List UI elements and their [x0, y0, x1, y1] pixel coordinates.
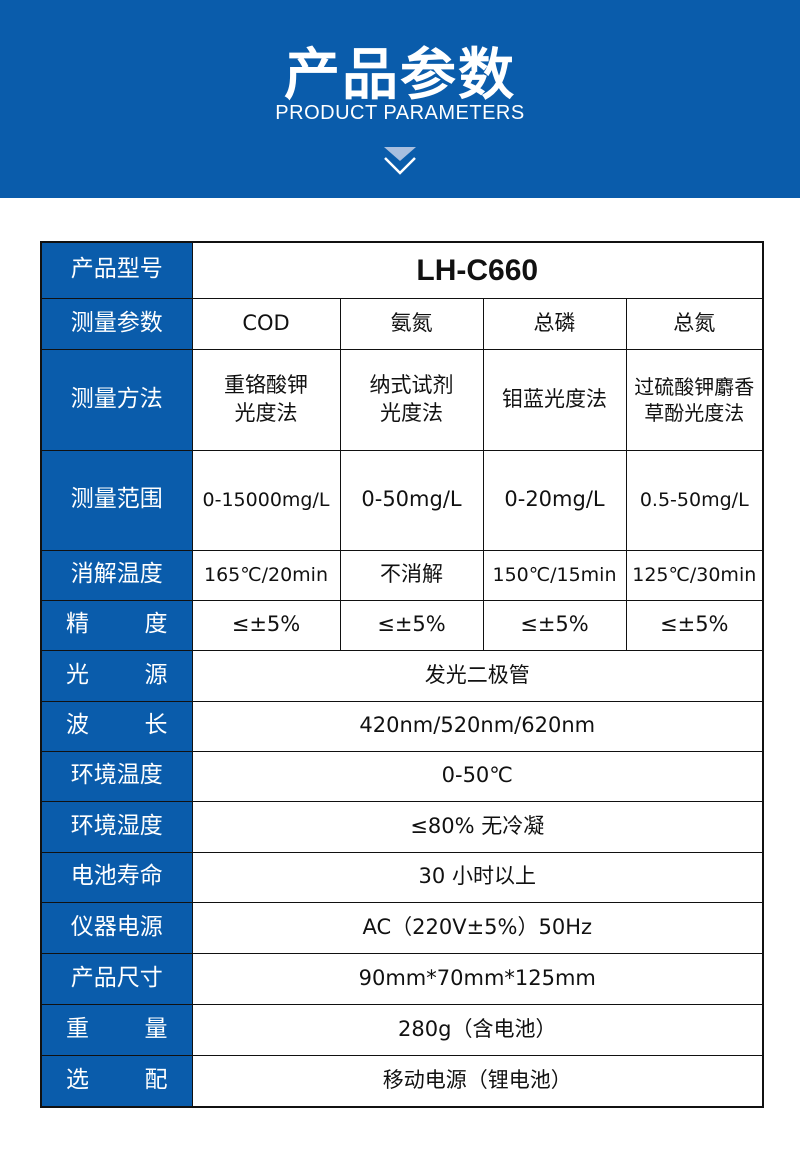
cell: 30 小时以上	[191, 851, 764, 903]
cell: ≤±5%	[625, 599, 764, 651]
row-label: 光源	[40, 649, 193, 702]
row-label: 测量方法	[40, 348, 193, 451]
page-title: 产品参数	[284, 43, 516, 108]
cell: 280g（含电池）	[191, 1003, 764, 1056]
row-label: 环境湿度	[40, 800, 193, 853]
cell: 移动电源（锂电池）	[191, 1054, 764, 1108]
row-light: 光源 发光二极管	[40, 649, 764, 702]
row-option: 选配 移动电源（锂电池）	[40, 1054, 764, 1108]
cell: 165℃/20min	[191, 549, 341, 601]
row-env-temp: 环境温度 0-50℃	[40, 750, 764, 802]
cell: 0-50mg/L	[339, 449, 484, 551]
row-digestion: 消解温度 165℃/20min 不消解 150℃/15min 125℃/30mi…	[40, 549, 764, 601]
row-label: 电池寿命	[40, 851, 193, 903]
row-label: 精度	[40, 599, 193, 651]
row-power: 仪器电源 AC（220V±5%）50Hz	[40, 901, 764, 954]
row-env-humidity: 环境湿度 ≤80% 无冷凝	[40, 800, 764, 853]
row-parameters: 测量参数 COD 氨氮 总磷 总氮	[40, 297, 764, 350]
cell: 0-50℃	[191, 750, 764, 802]
cell: 总氮	[625, 297, 764, 350]
cell: 420nm/520nm/620nm	[191, 700, 764, 752]
cell: 钼蓝光度法	[482, 348, 627, 451]
label-char: 重	[66, 1015, 89, 1042]
row-wavelength: 波长 420nm/520nm/620nm	[40, 700, 764, 752]
cell: AC（220V±5%）50Hz	[191, 901, 764, 954]
label-char: 波	[66, 712, 89, 739]
cell: 0.5-50mg/L	[625, 449, 764, 551]
label-char: 精	[66, 611, 89, 638]
label-char: 量	[144, 1015, 168, 1042]
chevron-down-icon	[384, 147, 416, 175]
cell: ≤80% 无冷凝	[191, 800, 764, 853]
row-label: 选配	[40, 1054, 193, 1108]
row-label: 测量范围	[40, 449, 193, 551]
row-label: 波长	[40, 700, 193, 752]
row-label: 重量	[40, 1003, 193, 1056]
cell: ≤±5%	[191, 599, 341, 651]
label-char: 源	[144, 661, 168, 688]
cell: 纳式试剂 光度法	[339, 348, 484, 451]
label-char: 度	[144, 611, 168, 638]
row-method: 测量方法 重铬酸钾 光度法 纳式试剂 光度法 钼蓝光度法 过硫酸钾麝香 草酚光度…	[40, 348, 764, 451]
row-range: 测量范围 0-15000mg/L 0-50mg/L 0-20mg/L 0.5-5…	[40, 449, 764, 551]
cell: 不消解	[339, 549, 484, 601]
row-battery: 电池寿命 30 小时以上	[40, 851, 764, 903]
cell: 125℃/30min	[625, 549, 764, 601]
label-char: 选	[66, 1066, 89, 1093]
page-subtitle: PRODUCT PARAMETERS	[275, 102, 525, 124]
row-model: 产品型号 LH-C660	[40, 241, 764, 299]
cell: 总磷	[482, 297, 627, 350]
model-value: LH-C660	[191, 241, 764, 299]
row-label: 仪器电源	[40, 901, 193, 954]
cell: ≤±5%	[339, 599, 484, 651]
cell: 发光二极管	[191, 649, 764, 702]
parameters-table: 产品型号 LH-C660 测量参数 COD 氨氮 总磷 总氮 测量方法 重铬酸钾…	[40, 241, 765, 1108]
row-weight: 重量 280g（含电池）	[40, 1003, 764, 1056]
cell: 0-20mg/L	[482, 449, 627, 551]
row-label: 测量参数	[40, 297, 193, 350]
header-banner: 产品参数 PRODUCT PARAMETERS	[0, 0, 800, 198]
cell: 过硫酸钾麝香 草酚光度法	[625, 348, 764, 451]
cell: COD	[191, 297, 341, 350]
row-label: 产品型号	[40, 241, 193, 299]
cell: 氨氮	[339, 297, 484, 350]
cell: 150℃/15min	[482, 549, 627, 601]
cell: 90mm*70mm*125mm	[191, 952, 764, 1005]
row-size: 产品尺寸 90mm*70mm*125mm	[40, 952, 764, 1005]
label-char: 配	[144, 1066, 168, 1093]
row-accuracy: 精度 ≤±5% ≤±5% ≤±5% ≤±5%	[40, 599, 764, 651]
label-char: 光	[66, 661, 89, 688]
row-label: 环境温度	[40, 750, 193, 802]
label-char: 长	[144, 712, 168, 739]
cell: 0-15000mg/L	[191, 449, 341, 551]
row-label: 消解温度	[40, 549, 193, 601]
cell: ≤±5%	[482, 599, 627, 651]
row-label: 产品尺寸	[40, 952, 193, 1005]
cell: 重铬酸钾 光度法	[191, 348, 341, 451]
